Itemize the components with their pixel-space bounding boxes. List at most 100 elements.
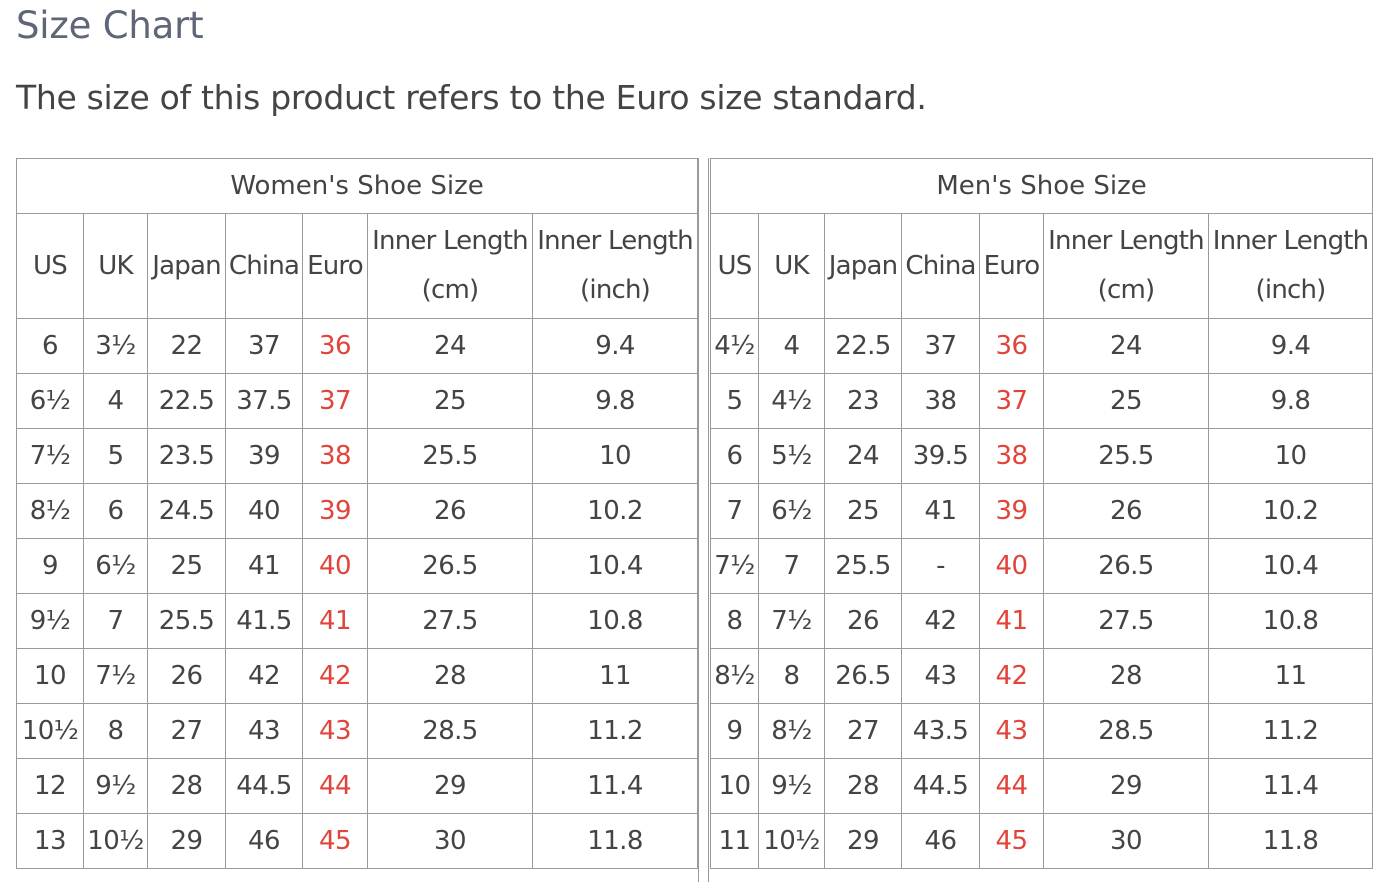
cell-japan: 22: [147, 318, 226, 374]
cell-euro: 38: [979, 428, 1044, 484]
cell-china: 42: [225, 648, 303, 704]
cell-us: 6: [16, 318, 84, 374]
cell-china: 43: [225, 703, 303, 759]
cell-china: 41: [901, 483, 980, 539]
cell-euro: 44: [979, 758, 1044, 814]
cell-japan: 25.5: [824, 538, 902, 594]
cell-uk: 10½: [758, 813, 825, 869]
col-header-china: China: [225, 213, 303, 319]
cell-japan: 28: [824, 758, 902, 814]
page-title: Size Chart: [16, 4, 204, 47]
cell-uk: 7½: [83, 648, 148, 704]
cell-inner-length-cm: 28.5: [367, 703, 533, 759]
table-row: 7½ 7 25.5-40 26.5 10.4: [710, 538, 1374, 594]
table-row: 8 7½ 26 42 41 27.5 10.8: [710, 593, 1374, 649]
col-header-us: US: [16, 213, 84, 319]
cell-uk: 4: [83, 373, 148, 429]
cell-inner-length-inch: 10.4: [531, 538, 699, 594]
cell-inner-length-cm: 30: [367, 813, 533, 869]
cell-japan: 26: [147, 648, 226, 704]
cell-uk: 6½: [83, 538, 148, 594]
cell-china: 44.5: [225, 758, 303, 814]
cell-inner-length-inch: 11: [1207, 648, 1374, 704]
size-standard-note: The size of this product refers to the E…: [16, 78, 927, 117]
cell-inner-length-cm: 29: [1043, 758, 1209, 814]
cell-uk: 6½: [758, 483, 825, 539]
table-row: 7 6½ 25 41 39 26 10.2: [710, 483, 1374, 539]
cell-china: 44.5: [901, 758, 980, 814]
cell-japan: 25: [824, 483, 902, 539]
cell-us: 10: [710, 758, 759, 814]
womens-table-title: Women's Shoe Size: [15, 158, 699, 214]
cell-inner-length-cm: 28.5: [1043, 703, 1209, 759]
col-header-unit-cm: (cm): [1097, 275, 1156, 305]
mens-size-table: Men's Shoe Size US UK Japan China Euro I…: [709, 158, 1374, 869]
cell-uk: 7½: [758, 593, 825, 649]
cell-inner-length-inch: 11: [531, 648, 699, 704]
womens-size-table: Women's Shoe Size US UK Japan China Euro…: [15, 158, 699, 869]
cell-japan: 22.5: [824, 318, 902, 374]
cell-inner-length-cm: 28: [1043, 648, 1209, 704]
cell-us: 5: [710, 373, 759, 429]
col-header-inner-length-label: Inner Length: [1048, 226, 1204, 256]
cell-us: 8: [710, 593, 759, 649]
cell-china: 40: [225, 483, 303, 539]
cell-inner-length-cm: 27.5: [367, 593, 533, 649]
cell-japan: 24.5: [147, 483, 226, 539]
cell-inner-length-inch: 10.2: [531, 483, 699, 539]
table-row: 11 10½ 29 46 45 30 11.8: [710, 813, 1374, 869]
cell-china: 46: [901, 813, 980, 869]
cell-uk: 3½: [83, 318, 148, 374]
cell-inner-length-inch: 9.8: [1207, 373, 1374, 429]
col-header-euro: Euro: [302, 213, 368, 319]
cell-us: 7: [710, 483, 759, 539]
cell-inner-length-inch: 9.4: [1207, 318, 1374, 374]
cell-inner-length-inch: 11.8: [531, 813, 699, 869]
table-row: 9½ 7 25.5 41.5 41 27.5 10.8: [16, 593, 699, 649]
col-header-china: China: [901, 213, 980, 319]
cell-japan: 26.5: [824, 648, 902, 704]
cell-china: 39.5: [901, 428, 980, 484]
cell-euro: 37: [302, 373, 368, 429]
cell-china: 46: [225, 813, 303, 869]
col-header-inner-length-label: Inner Length: [537, 226, 693, 256]
cell-uk: 10½: [83, 813, 148, 869]
mens-table-title: Men's Shoe Size: [709, 158, 1374, 214]
cell-china: 41.5: [225, 593, 303, 649]
cell-uk: 9½: [83, 758, 148, 814]
cell-euro: 44: [302, 758, 368, 814]
cell-inner-length-inch: 11.4: [531, 758, 699, 814]
cell-us: 8½: [710, 648, 759, 704]
cell-uk: 4½: [758, 373, 825, 429]
col-header-euro: Euro: [979, 213, 1044, 319]
cell-inner-length-inch: 10.8: [531, 593, 699, 649]
cell-inner-length-inch: 11.4: [1207, 758, 1374, 814]
col-header-uk: UK: [83, 213, 148, 319]
cell-inner-length-inch: 11.2: [531, 703, 699, 759]
table-row: 6½ 4 22.5 37.5 37 25 9.8: [16, 373, 699, 429]
cell-japan: 28: [147, 758, 226, 814]
cell-us: 6: [710, 428, 759, 484]
table-divider: [698, 158, 709, 882]
cell-euro: 43: [302, 703, 368, 759]
cell-us: 9: [16, 538, 84, 594]
cell-china: 39: [225, 428, 303, 484]
col-header-inner-length-cm: Inner Length (cm): [1043, 213, 1209, 319]
cell-us: 12: [16, 758, 84, 814]
cell-japan: 25.5: [147, 593, 226, 649]
cell-inner-length-cm: 25: [367, 373, 533, 429]
col-header-inner-length-label: Inner Length: [1212, 226, 1369, 256]
cell-japan: 27: [147, 703, 226, 759]
cell-uk: 7: [758, 538, 825, 594]
cell-inner-length-cm: 25.5: [1043, 428, 1209, 484]
cell-euro: 38: [302, 428, 368, 484]
cell-inner-length-cm: 25: [1043, 373, 1209, 429]
cell-china: 41: [225, 538, 303, 594]
cell-uk: 6: [83, 483, 148, 539]
cell-euro: 43: [979, 703, 1044, 759]
cell-euro: 40: [979, 538, 1044, 594]
cell-china: 37: [901, 318, 980, 374]
cell-euro: 39: [302, 483, 368, 539]
cell-uk: 9½: [758, 758, 825, 814]
cell-inner-length-cm: 30: [1043, 813, 1209, 869]
